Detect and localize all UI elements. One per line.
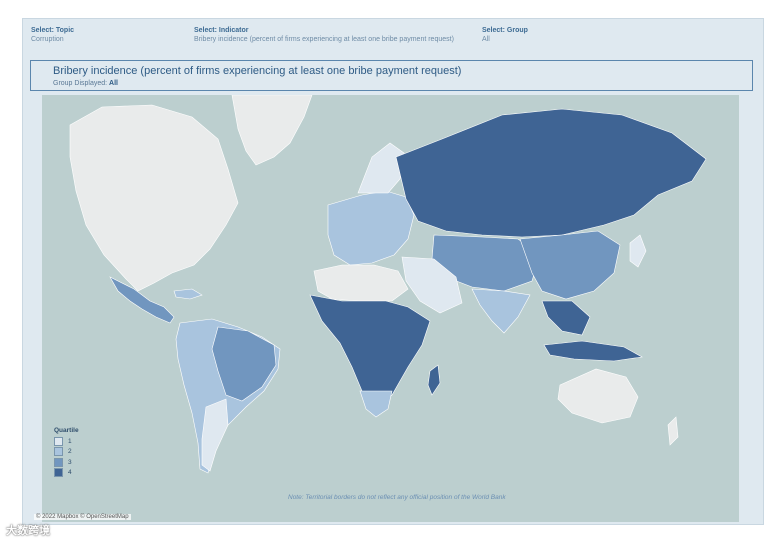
chart-title: Bribery incidence (percent of firms expe… [53, 65, 462, 77]
topic-filter[interactable]: Select: Topic Corruption [31, 26, 74, 44]
legend-swatch [54, 457, 63, 467]
region-madagascar [427, 364, 441, 396]
region-china [519, 230, 621, 300]
group-displayed-value: All [109, 80, 118, 87]
legend-title: Quartile [54, 427, 79, 434]
map-credit[interactable]: © 2022 Mapbox © OpenStreetMap [34, 514, 131, 520]
region-new-zealand [667, 416, 679, 446]
legend-label: 4 [68, 469, 72, 477]
legend-item[interactable]: 2 [54, 447, 79, 458]
region-southeast-asia [541, 300, 591, 336]
topic-filter-value[interactable]: Corruption [31, 36, 64, 43]
quartile-legend: Quartile 1 2 3 4 [54, 427, 79, 478]
region-indonesia [543, 340, 643, 362]
legend-item[interactable]: 1 [54, 436, 79, 447]
region-japan [629, 234, 647, 268]
legend-label: 1 [68, 437, 72, 445]
group-filter[interactable]: Select: Group All [482, 26, 528, 44]
legend-swatch [54, 468, 63, 478]
group-filter-value[interactable]: All [482, 36, 490, 43]
world-map-canvas[interactable] [42, 95, 739, 522]
region-north-africa [313, 264, 409, 302]
region-russia [395, 108, 707, 238]
region-brazil [211, 326, 277, 402]
region-australia [557, 368, 639, 424]
legend-label: 2 [68, 448, 72, 456]
legend-swatch [54, 447, 63, 457]
world-map[interactable] [42, 95, 739, 522]
region-caribbean [173, 288, 203, 300]
group-filter-label: Select: Group [482, 27, 528, 34]
legend-label: 3 [68, 458, 72, 466]
region-scandinavia [357, 142, 405, 194]
region-southern-africa [359, 390, 393, 418]
group-displayed-label: Group Displayed: [53, 80, 108, 87]
region-greenland [231, 95, 313, 166]
indicator-filter-value[interactable]: Bribery incidence (percent of firms expe… [194, 36, 454, 43]
topic-filter-label: Select: Topic [31, 27, 75, 34]
region-south-asia [471, 288, 531, 334]
chart-header: Bribery incidence (percent of firms expe… [30, 60, 753, 91]
region-mexico-central-america [109, 276, 175, 324]
legend-item[interactable]: 3 [54, 457, 79, 468]
region-middle-east [401, 256, 463, 314]
indicator-filter-label: Select: Indicator [194, 27, 249, 34]
brand-watermark: 大数跨境 [6, 525, 50, 537]
legend-item[interactable]: 4 [54, 468, 79, 479]
region-north-america [69, 104, 239, 292]
region-africa [309, 294, 431, 406]
region-argentina [201, 398, 229, 472]
legend-swatch [54, 436, 63, 446]
territorial-note: Note: Territorial borders do not reflect… [288, 494, 506, 501]
indicator-filter[interactable]: Select: Indicator Bribery incidence (per… [194, 26, 454, 44]
group-displayed: Group Displayed: All [53, 80, 118, 87]
